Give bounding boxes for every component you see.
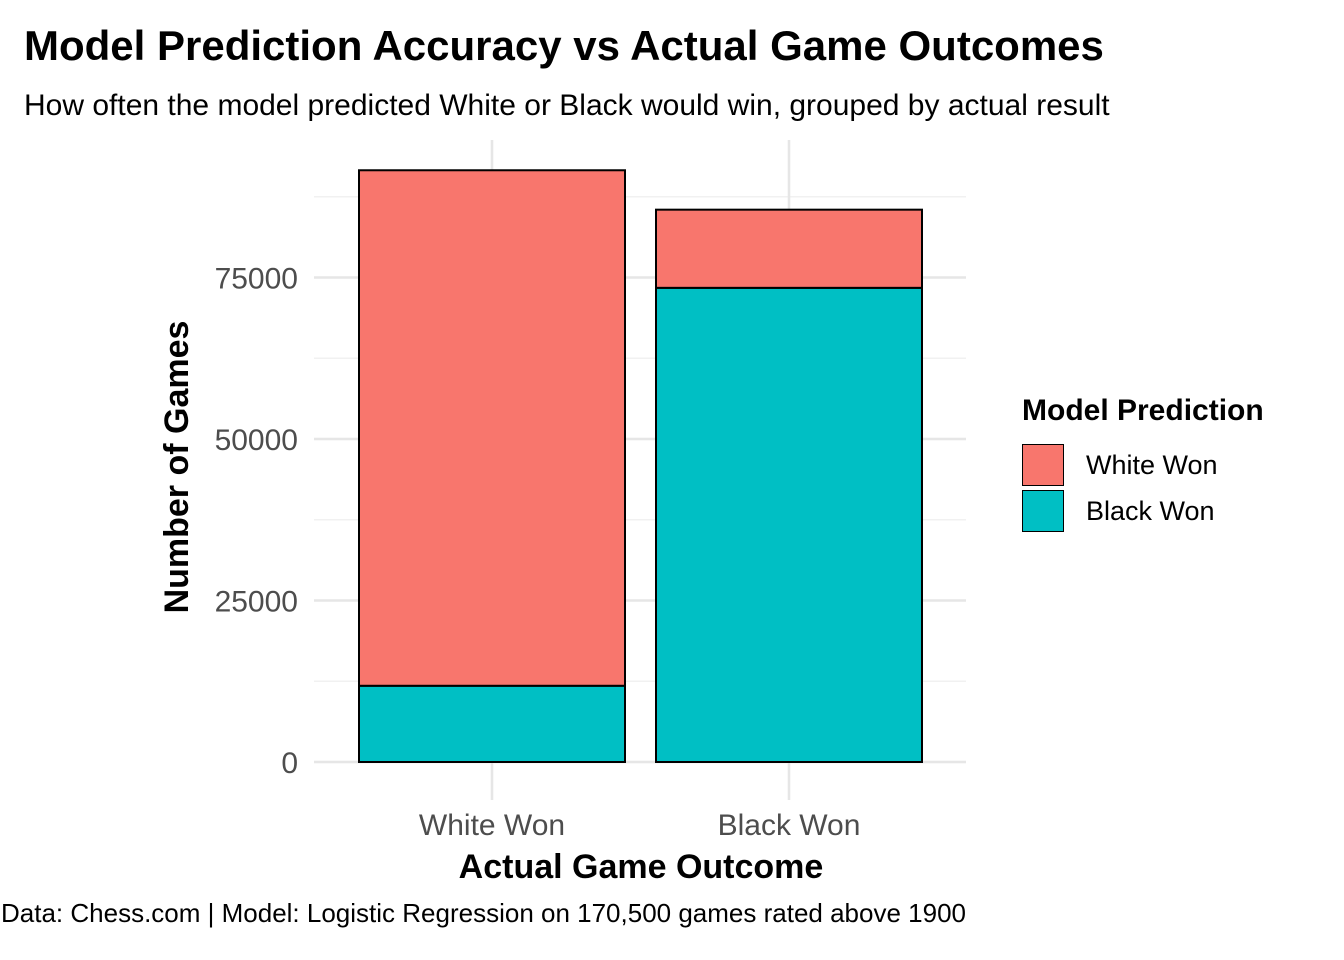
chart-subtitle: How often the model predicted White or B…	[24, 89, 1110, 122]
chart-title: Model Prediction Accuracy vs Actual Game…	[24, 22, 1104, 69]
caption-clip: Data: Chess.com | Model: Logistic Regres…	[0, 898, 966, 938]
legend-label-black-won: Black Won	[1086, 495, 1215, 526]
y-tick-label: 25000	[215, 586, 298, 619]
legend: Model Prediction White Won Black Won	[1022, 394, 1264, 534]
bar-segment-white-won	[655, 208, 923, 289]
y-tick-label: 0	[281, 747, 298, 780]
y-tick-label: 75000	[215, 263, 298, 296]
chart-caption: Data: Chess.com | Model: Logistic Regres…	[1, 898, 966, 928]
bar-segment-black-won	[655, 286, 923, 763]
legend-item-black-won: Black Won	[1022, 488, 1264, 534]
y-axis-title: Number of Games	[158, 321, 196, 614]
x-axis-title: Actual Game Outcome	[459, 848, 824, 886]
y-tick-label: 50000	[215, 424, 298, 457]
bar-segment-black-won	[358, 684, 626, 763]
legend-key-black-won	[1022, 490, 1064, 532]
x-tick-label: White Won	[419, 809, 565, 842]
legend-title: Model Prediction	[1022, 394, 1264, 427]
legend-item-white-won: White Won	[1022, 442, 1264, 488]
legend-key-white-won	[1022, 444, 1064, 486]
bar-segment-white-won	[358, 169, 626, 687]
x-tick-label: Black Won	[718, 809, 861, 842]
legend-label-white-won: White Won	[1086, 449, 1218, 480]
